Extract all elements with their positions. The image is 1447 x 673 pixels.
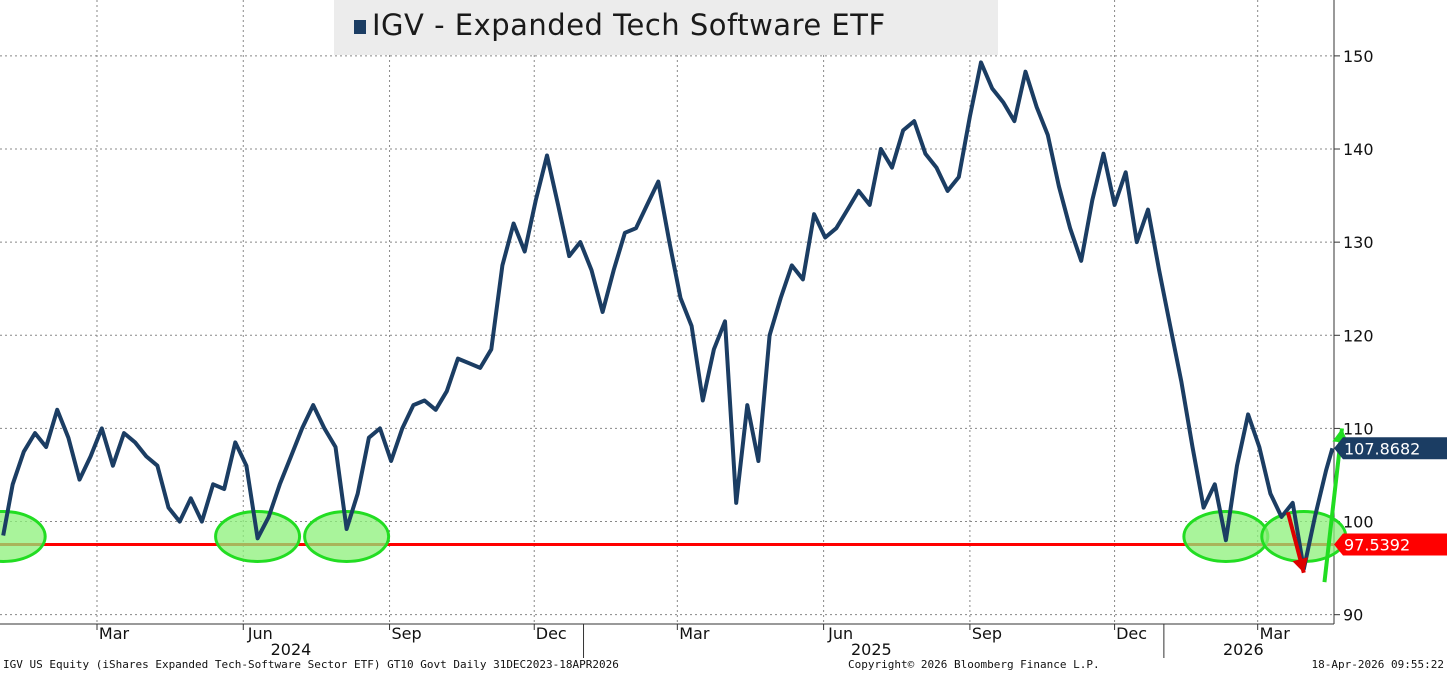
- footer-source: IGV US Equity (iShares Expanded Tech-Sof…: [3, 658, 619, 671]
- y-tick-label: 110: [1343, 419, 1374, 438]
- x-tick-label: Sep: [391, 624, 421, 643]
- support-value-tag-bg: [1334, 533, 1447, 556]
- last-value-tag-bg: [1334, 437, 1447, 460]
- x-tick-label: Mar: [1260, 624, 1291, 643]
- last-value-tag-label: 107.8682: [1344, 439, 1420, 458]
- y-tick-label: 100: [1343, 513, 1374, 532]
- breakdown-arrow-head: [1292, 557, 1308, 573]
- legend-swatch: [354, 20, 366, 34]
- y-tick-label: 140: [1343, 140, 1374, 159]
- year-label: 2024: [271, 640, 312, 659]
- value-tags: 107.8682 97.5392: [1334, 437, 1447, 556]
- x-tick-label: Dec: [1116, 624, 1147, 643]
- series-line: [1, 60, 1335, 572]
- year-label: 2025: [851, 640, 892, 659]
- series-group: [1, 60, 1335, 572]
- x-tick-label: Mar: [679, 624, 710, 643]
- axes: 90 100 110 120 130 140 150 Mar Jun Sep Dec Mar Jun Se…: [0, 0, 1374, 659]
- support-value-tag-label: 97.5392: [1344, 535, 1410, 554]
- gridlines: [0, 0, 1334, 624]
- chart-title: IGV - Expanded Tech Software ETF: [372, 8, 886, 42]
- y-tick-label: 150: [1343, 47, 1374, 66]
- y-tick-label: 120: [1343, 326, 1374, 345]
- footer-timestamp: 18-Apr-2026 09:55:22: [1311, 658, 1444, 671]
- support-highlights: [0, 509, 1348, 563]
- x-tick-label: Dec: [536, 624, 567, 643]
- support-touch-highlight: [303, 509, 391, 563]
- x-tick-label: Mar: [99, 624, 130, 643]
- x-tick-label: Jun: [827, 624, 853, 643]
- footer-copyright: Copyright© 2026 Bloomberg Finance L.P.: [848, 658, 1100, 671]
- y-tick-label: 90: [1343, 606, 1363, 625]
- year-label: 2026: [1223, 640, 1264, 659]
- x-tick-label: Jun: [247, 624, 273, 643]
- y-tick-label: 130: [1343, 233, 1374, 252]
- x-tick-label: Sep: [972, 624, 1002, 643]
- support-touch-highlight: [0, 509, 47, 563]
- legend: [334, 0, 998, 55]
